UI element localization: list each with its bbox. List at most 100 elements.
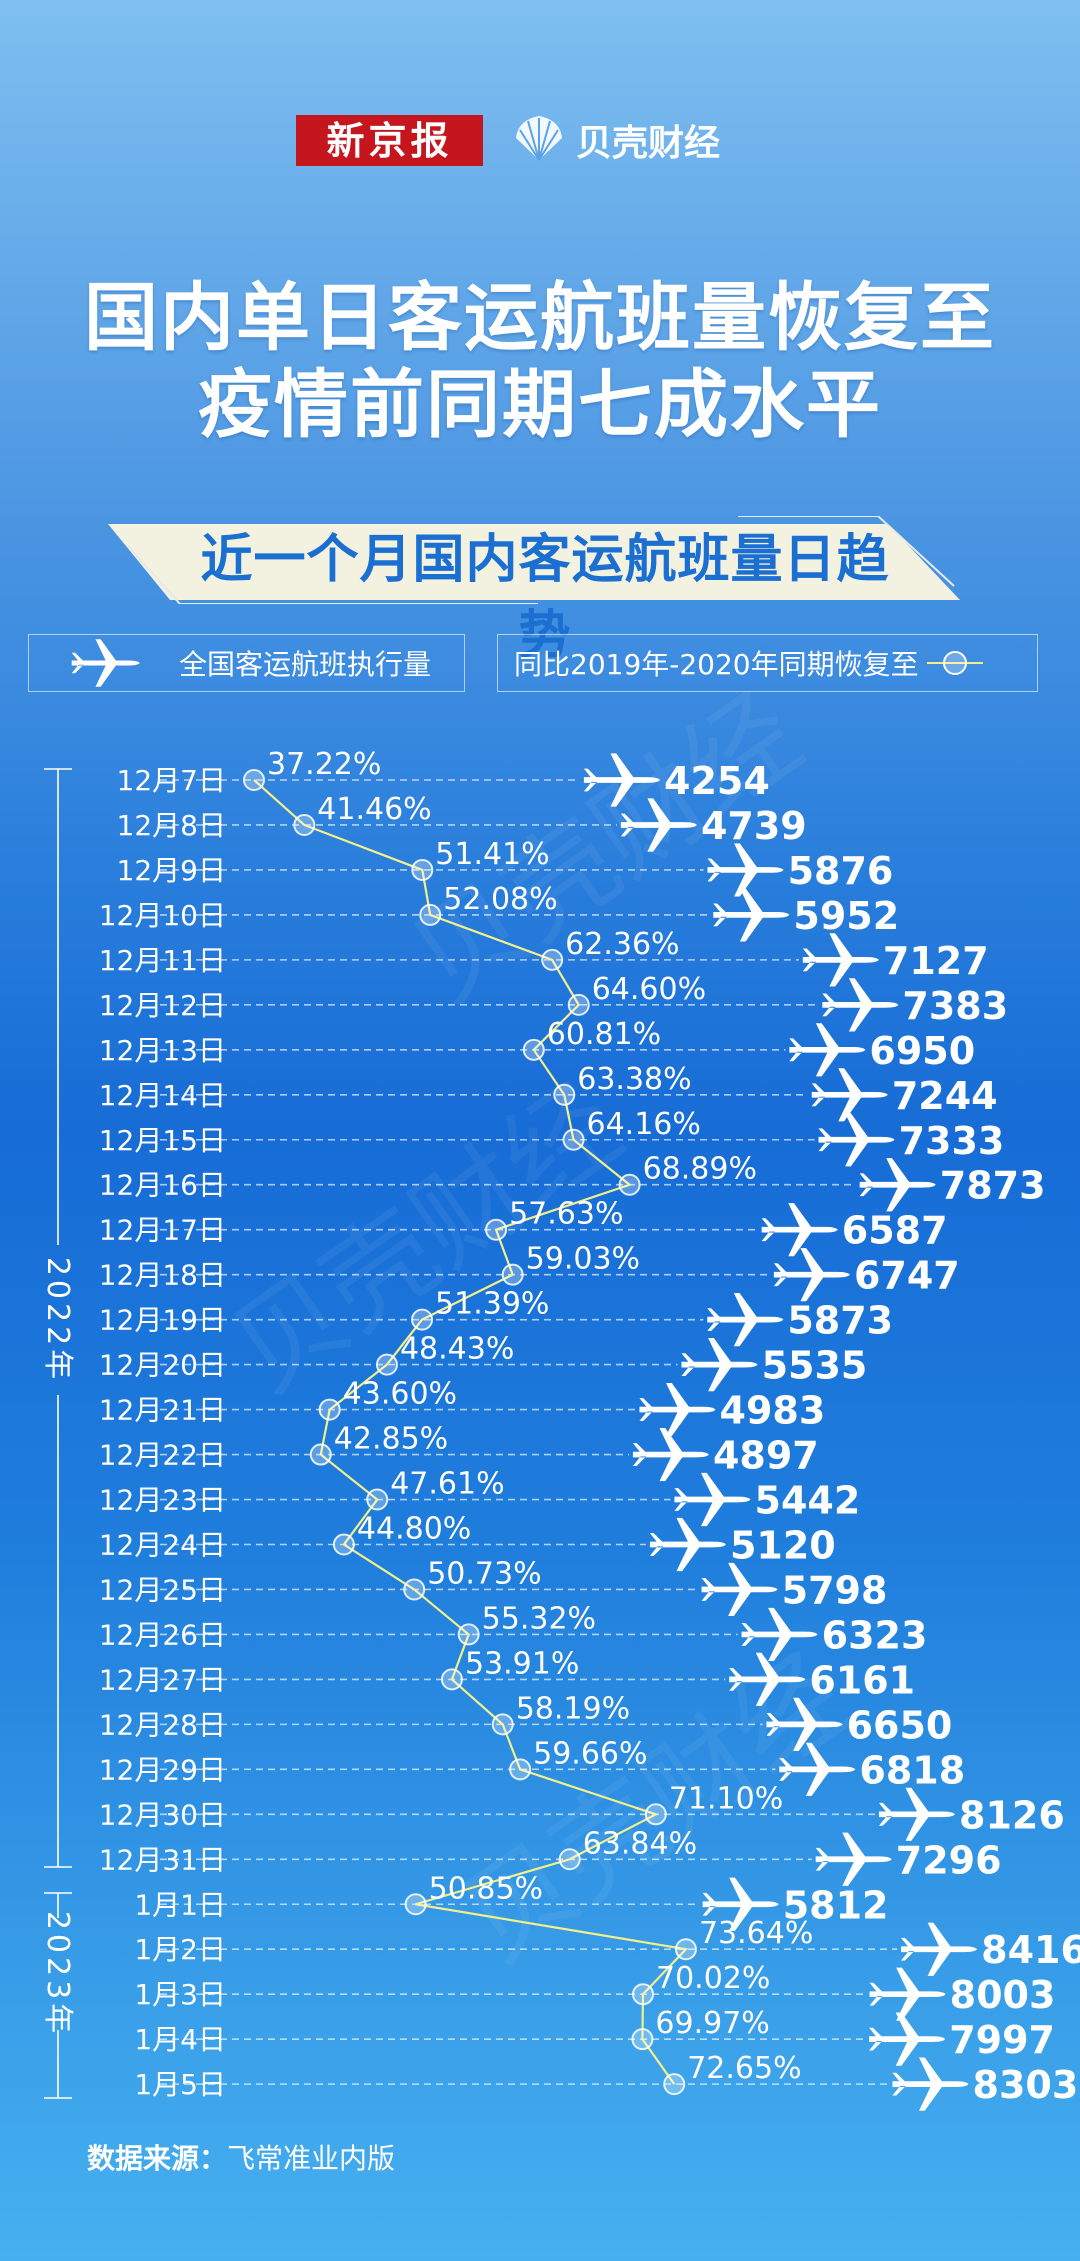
date-label: 12月16日 xyxy=(99,1169,226,1202)
recovery-point xyxy=(440,1668,463,1691)
recovery-point xyxy=(567,993,590,1016)
airplane-icon xyxy=(707,1293,784,1347)
flights-value: 8303 xyxy=(973,2063,1079,2107)
flights-value: 5120 xyxy=(730,1523,836,1567)
year-label: 2022年 xyxy=(40,1257,75,1383)
legend-recovery-label: 同比2019年-2020年同期恢复至 xyxy=(514,648,919,681)
airplane-icon xyxy=(632,1427,709,1482)
date-label: 12月26日 xyxy=(99,1618,226,1651)
date-label: 12月14日 xyxy=(99,1079,226,1112)
airplane-icon xyxy=(869,2012,946,2066)
recovery-label: 50.85% xyxy=(429,1871,543,1906)
airplane-icon xyxy=(802,933,879,987)
recovery-label: 37.22% xyxy=(267,747,381,782)
airplane-icon xyxy=(892,2057,969,2111)
date-label: 12月27日 xyxy=(99,1663,226,1696)
flights-value: 4897 xyxy=(713,1434,819,1478)
flights-value: 7333 xyxy=(899,1119,1005,1163)
flights-value: 4254 xyxy=(664,759,770,803)
recovery-label: 71.10% xyxy=(669,1781,783,1816)
source-label: 数据来源： xyxy=(87,2142,228,2175)
recovery-label: 43.60% xyxy=(343,1377,457,1412)
recovery-label: 69.97% xyxy=(655,2006,769,2041)
date-label: 12月8日 xyxy=(117,809,226,842)
airplane-icon xyxy=(822,978,899,1032)
date-label: 12月9日 xyxy=(117,854,226,887)
date-label: 12月10日 xyxy=(99,899,226,932)
recovery-point xyxy=(491,1713,514,1736)
date-label: 12月18日 xyxy=(99,1259,226,1292)
source-value: 飞常准业内版 xyxy=(227,2142,396,2175)
recovery-label: 47.61% xyxy=(390,1467,504,1502)
flights-value: 6161 xyxy=(809,1658,915,1702)
recovery-label: 59.03% xyxy=(526,1242,640,1277)
date-label: 12月29日 xyxy=(99,1753,226,1786)
airplane-icon xyxy=(620,798,697,852)
recovery-point xyxy=(541,948,564,971)
date-label: 12月20日 xyxy=(99,1349,226,1382)
airplane-icon xyxy=(729,1652,806,1706)
date-label: 12月22日 xyxy=(99,1439,226,1472)
recovery-point xyxy=(632,1983,655,2006)
recovery-point xyxy=(644,1803,667,1826)
airplane-icon xyxy=(818,1113,895,1167)
recovery-label: 41.46% xyxy=(317,792,431,827)
recovery-label: 55.32% xyxy=(482,1601,596,1636)
recovery-point xyxy=(631,2028,654,2051)
flights-chart: 12月7日 12月8日 12月9日 12月10日 12月11日 12月12日 12月13日 1… xyxy=(40,747,1080,2111)
recovery-label: 57.63% xyxy=(509,1197,623,1232)
airplane-icon xyxy=(701,1562,778,1617)
airplane-icon xyxy=(639,1382,716,1437)
flights-value: 7873 xyxy=(940,1164,1046,1208)
date-label: 12月25日 xyxy=(99,1573,226,1606)
airplane-icon xyxy=(741,1607,818,1662)
recovery-point xyxy=(375,1353,398,1376)
date-label: 1月1日 xyxy=(134,1888,226,1921)
date-label: 12月15日 xyxy=(99,1124,226,1157)
airplane-icon xyxy=(702,1877,779,1931)
recovery-label: 42.85% xyxy=(334,1422,448,1457)
airplane-icon xyxy=(773,1248,850,1302)
recovery-label: 51.41% xyxy=(435,837,549,872)
recovery-point xyxy=(243,769,265,791)
recovery-point xyxy=(309,1443,332,1466)
date-label: 12月30日 xyxy=(99,1798,226,1831)
recovery-label: 62.36% xyxy=(565,927,679,962)
recovery-label: 53.91% xyxy=(465,1646,579,1681)
flights-value: 5535 xyxy=(762,1344,868,1388)
flights-value: 5952 xyxy=(793,894,899,938)
airplane-icon xyxy=(707,843,784,897)
airplane-icon xyxy=(583,753,660,807)
recovery-point xyxy=(485,1218,508,1241)
flights-value: 7296 xyxy=(896,1838,1002,1882)
chart-subtitle: 近一个月国内客运航班量日趋势 xyxy=(200,530,890,666)
recovery-point xyxy=(332,1533,355,1556)
flights-value: 5812 xyxy=(783,1883,889,1927)
date-label: 12月13日 xyxy=(99,1034,226,1067)
date-label: 1月2日 xyxy=(134,1933,226,1966)
recovery-point xyxy=(501,1263,524,1286)
recovery-label: 51.39% xyxy=(435,1287,549,1322)
flights-value: 8003 xyxy=(950,1973,1056,2017)
recovery-label: 63.84% xyxy=(583,1826,697,1861)
year-label: 2023年 xyxy=(40,1911,75,2037)
date-label: 12月12日 xyxy=(99,989,226,1022)
recovery-label: 72.65% xyxy=(687,2051,801,2086)
recovery-label: 44.80% xyxy=(357,1511,471,1546)
date-label: 1月4日 xyxy=(134,2023,226,2056)
recovery-label: 60.81% xyxy=(547,1017,661,1052)
recovery-point xyxy=(457,1623,480,1646)
airplane-icon xyxy=(811,1068,888,1122)
recovery-point xyxy=(562,1128,585,1151)
beike-logo-text: 贝壳财经 xyxy=(576,123,721,164)
recovery-line xyxy=(253,779,689,2085)
airplane-icon xyxy=(815,1832,892,1886)
recovery-point xyxy=(293,813,316,836)
flights-value: 8126 xyxy=(959,1793,1065,1837)
date-label: 12月19日 xyxy=(99,1304,226,1337)
recovery-point xyxy=(411,1308,434,1331)
recovery-label: 50.73% xyxy=(427,1556,541,1591)
date-label: 1月3日 xyxy=(134,1978,226,2011)
airplane-icon xyxy=(681,1338,758,1392)
legend-flights: 全国客运航班执行量 xyxy=(28,634,465,692)
